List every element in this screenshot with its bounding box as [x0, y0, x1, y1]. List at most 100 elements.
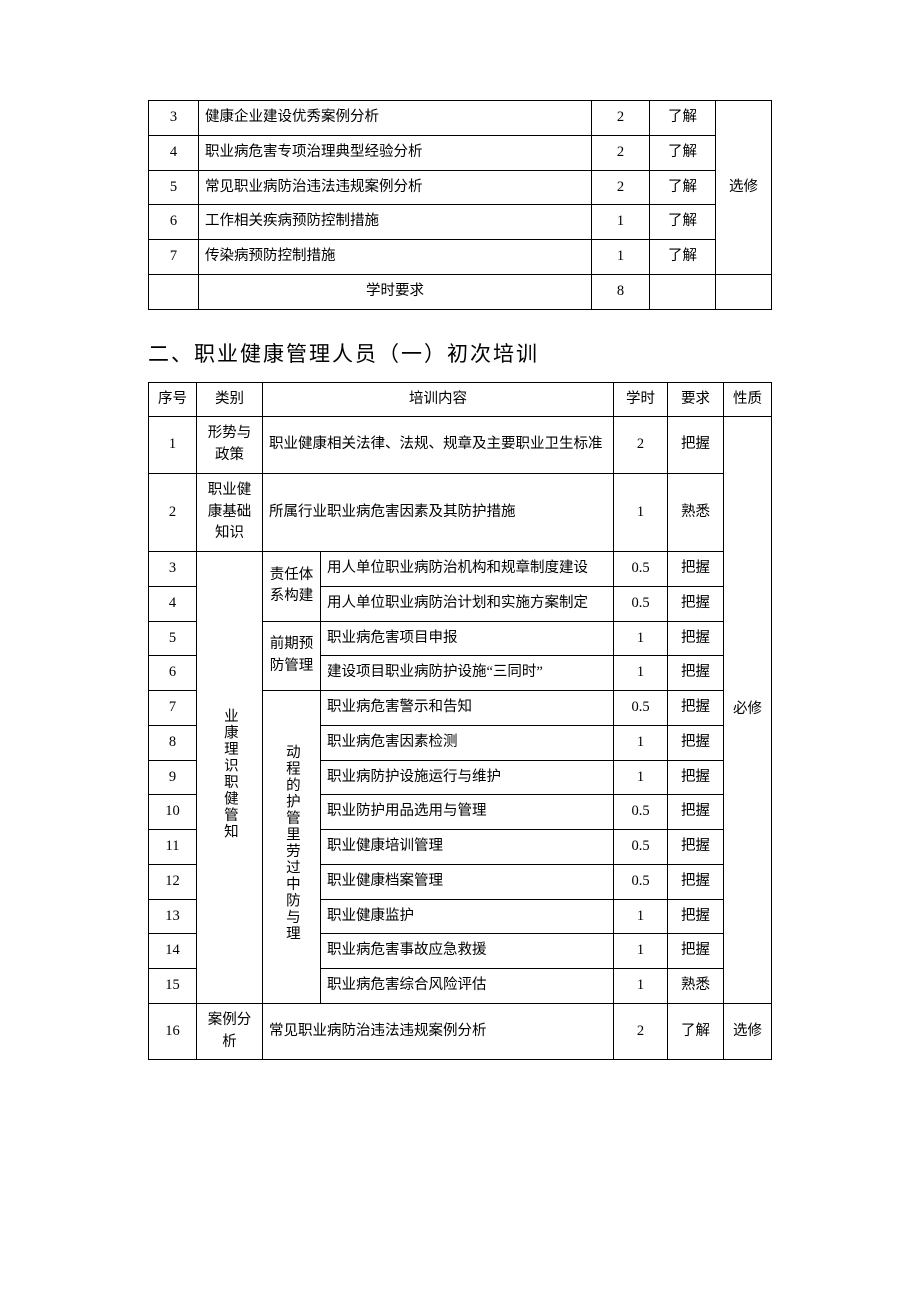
- cell-seq: 9: [149, 760, 197, 795]
- cell-req: 把握: [668, 417, 724, 474]
- header-req: 要求: [668, 382, 724, 417]
- top-table: 3 健康企业建设优秀案例分析 2 了解 选修 4 职业病危害专项治理典型经验分析…: [148, 100, 772, 310]
- table-row: 16 案例分析 常见职业病防治违法违规案例分析 2 了解 选修: [149, 1003, 772, 1060]
- cell-seq: 7: [149, 240, 199, 275]
- cell-seq: 12: [149, 864, 197, 899]
- cell-empty: [716, 274, 772, 309]
- header-cat: 类别: [197, 382, 263, 417]
- cell-hours: 0.5: [614, 691, 668, 726]
- cell-hours: 0.5: [614, 795, 668, 830]
- cell-content: 所属行业职业病危害因素及其防护措施: [263, 473, 614, 551]
- cell-content: 职业病危害警示和告知: [321, 691, 614, 726]
- cell-content: 用人单位职业病防治机构和规章制度建设: [321, 552, 614, 587]
- cell-nature: 选修: [716, 101, 772, 275]
- cell-content: 常见职业病防治违法违规案例分析: [263, 1003, 614, 1060]
- cell-content: 建设项目职业病防护设施“三同时”: [321, 656, 614, 691]
- cell-req: 了解: [650, 240, 716, 275]
- cell-seq: 5: [149, 621, 197, 656]
- cell-seq: 10: [149, 795, 197, 830]
- cell-req: 把握: [668, 899, 724, 934]
- cell-req: 把握: [668, 760, 724, 795]
- cell-hours: 2: [592, 170, 650, 205]
- cell-content: 职业健康档案管理: [321, 864, 614, 899]
- cell-req: 把握: [668, 830, 724, 865]
- header-hours: 学时: [614, 382, 668, 417]
- cell-content: 工作相关疾病预防控制措施: [199, 205, 592, 240]
- header-seq: 序号: [149, 382, 197, 417]
- cell-hours: 1: [614, 725, 668, 760]
- cell-req: 熟悉: [668, 473, 724, 551]
- cell-nature: 必修: [724, 417, 772, 1004]
- cell-cat: 形势与政策: [197, 417, 263, 474]
- cell-req: 把握: [668, 656, 724, 691]
- cell-hours: 2: [614, 1003, 668, 1060]
- table-row: 3 健康企业建设优秀案例分析 2 了解 选修: [149, 101, 772, 136]
- cell-sub: 动程的护管里劳过中防与理: [263, 691, 321, 1004]
- cell-req: 把握: [668, 552, 724, 587]
- cell-seq: 11: [149, 830, 197, 865]
- cell-seq: 5: [149, 170, 199, 205]
- cell-content: 职业病危害因素检测: [321, 725, 614, 760]
- table-row: 2 职业健康基础知识 所属行业职业病危害因素及其防护措施 1 熟悉: [149, 473, 772, 551]
- cell-req: 了解: [650, 101, 716, 136]
- cell-seq: 4: [149, 586, 197, 621]
- cell-seq: 1: [149, 417, 197, 474]
- cell-hours: 1: [614, 621, 668, 656]
- cell-seq: 16: [149, 1003, 197, 1060]
- cell-req: 把握: [668, 795, 724, 830]
- table-row: 5 常见职业病防治违法违规案例分析 2 了解: [149, 170, 772, 205]
- cell-hours: 0.5: [614, 830, 668, 865]
- cell-req: 熟悉: [668, 969, 724, 1004]
- cell-footer-hours: 8: [592, 274, 650, 309]
- table-row: 6 工作相关疾病预防控制措施 1 了解: [149, 205, 772, 240]
- cell-hours: 2: [592, 135, 650, 170]
- table-row: 1 形势与政策 职业健康相关法律、法规、规章及主要职业卫生标准 2 把握 必修: [149, 417, 772, 474]
- cell-seq: 3: [149, 101, 199, 136]
- cell-content: 职业病危害事故应急救援: [321, 934, 614, 969]
- cell-seq: 15: [149, 969, 197, 1004]
- cell-content: 常见职业病防治违法违规案例分析: [199, 170, 592, 205]
- cell-sub: 前期预防管理: [263, 621, 321, 691]
- cell-cat: 案例分析: [197, 1003, 263, 1060]
- cell-req: 把握: [668, 934, 724, 969]
- cell-hours: 1: [592, 240, 650, 275]
- cell-hours: 1: [614, 760, 668, 795]
- vertical-label: 动程的护管里劳过中防与理: [282, 744, 301, 942]
- cell-hours: 1: [614, 473, 668, 551]
- table-footer-row: 学时要求 8: [149, 274, 772, 309]
- cell-content: 职业防护用品选用与管理: [321, 795, 614, 830]
- cell-hours: 2: [592, 101, 650, 136]
- header-content: 培训内容: [263, 382, 614, 417]
- cell-hours: 0.5: [614, 586, 668, 621]
- cell-seq: 14: [149, 934, 197, 969]
- cell-content: 健康企业建设优秀案例分析: [199, 101, 592, 136]
- cell-hours: 2: [614, 417, 668, 474]
- cell-cat: 业康理识职健管知: [197, 552, 263, 1004]
- cell-content: 用人单位职业病防治计划和实施方案制定: [321, 586, 614, 621]
- section-title: 二、职业健康管理人员（一）初次培训: [148, 338, 772, 368]
- cell-content: 职业病防护设施运行与维护: [321, 760, 614, 795]
- cell-empty: [650, 274, 716, 309]
- cell-content: 职业健康监护: [321, 899, 614, 934]
- cell-content: 职业病危害综合风险评估: [321, 969, 614, 1004]
- cell-seq: 6: [149, 656, 197, 691]
- cell-hours: 1: [614, 934, 668, 969]
- cell-content: 职业健康相关法律、法规、规章及主要职业卫生标准: [263, 417, 614, 474]
- table-row: 7 传染病预防控制措施 1 了解: [149, 240, 772, 275]
- cell-content: 职业病危害项目申报: [321, 621, 614, 656]
- training-table: 序号 类别 培训内容 学时 要求 性质 1 形势与政策 职业健康相关法律、法规、…: [148, 382, 772, 1061]
- cell-empty: [149, 274, 199, 309]
- cell-req: 把握: [668, 725, 724, 760]
- cell-seq: 6: [149, 205, 199, 240]
- cell-content: 职业病危害专项治理典型经验分析: [199, 135, 592, 170]
- cell-hours: 0.5: [614, 864, 668, 899]
- table-header-row: 序号 类别 培训内容 学时 要求 性质: [149, 382, 772, 417]
- cell-req: 把握: [668, 691, 724, 726]
- header-nature: 性质: [724, 382, 772, 417]
- cell-req: 了解: [650, 170, 716, 205]
- cell-req: 了解: [650, 135, 716, 170]
- cell-seq: 2: [149, 473, 197, 551]
- cell-hours: 1: [614, 969, 668, 1004]
- cell-cat: 职业健康基础知识: [197, 473, 263, 551]
- cell-footer-label: 学时要求: [199, 274, 592, 309]
